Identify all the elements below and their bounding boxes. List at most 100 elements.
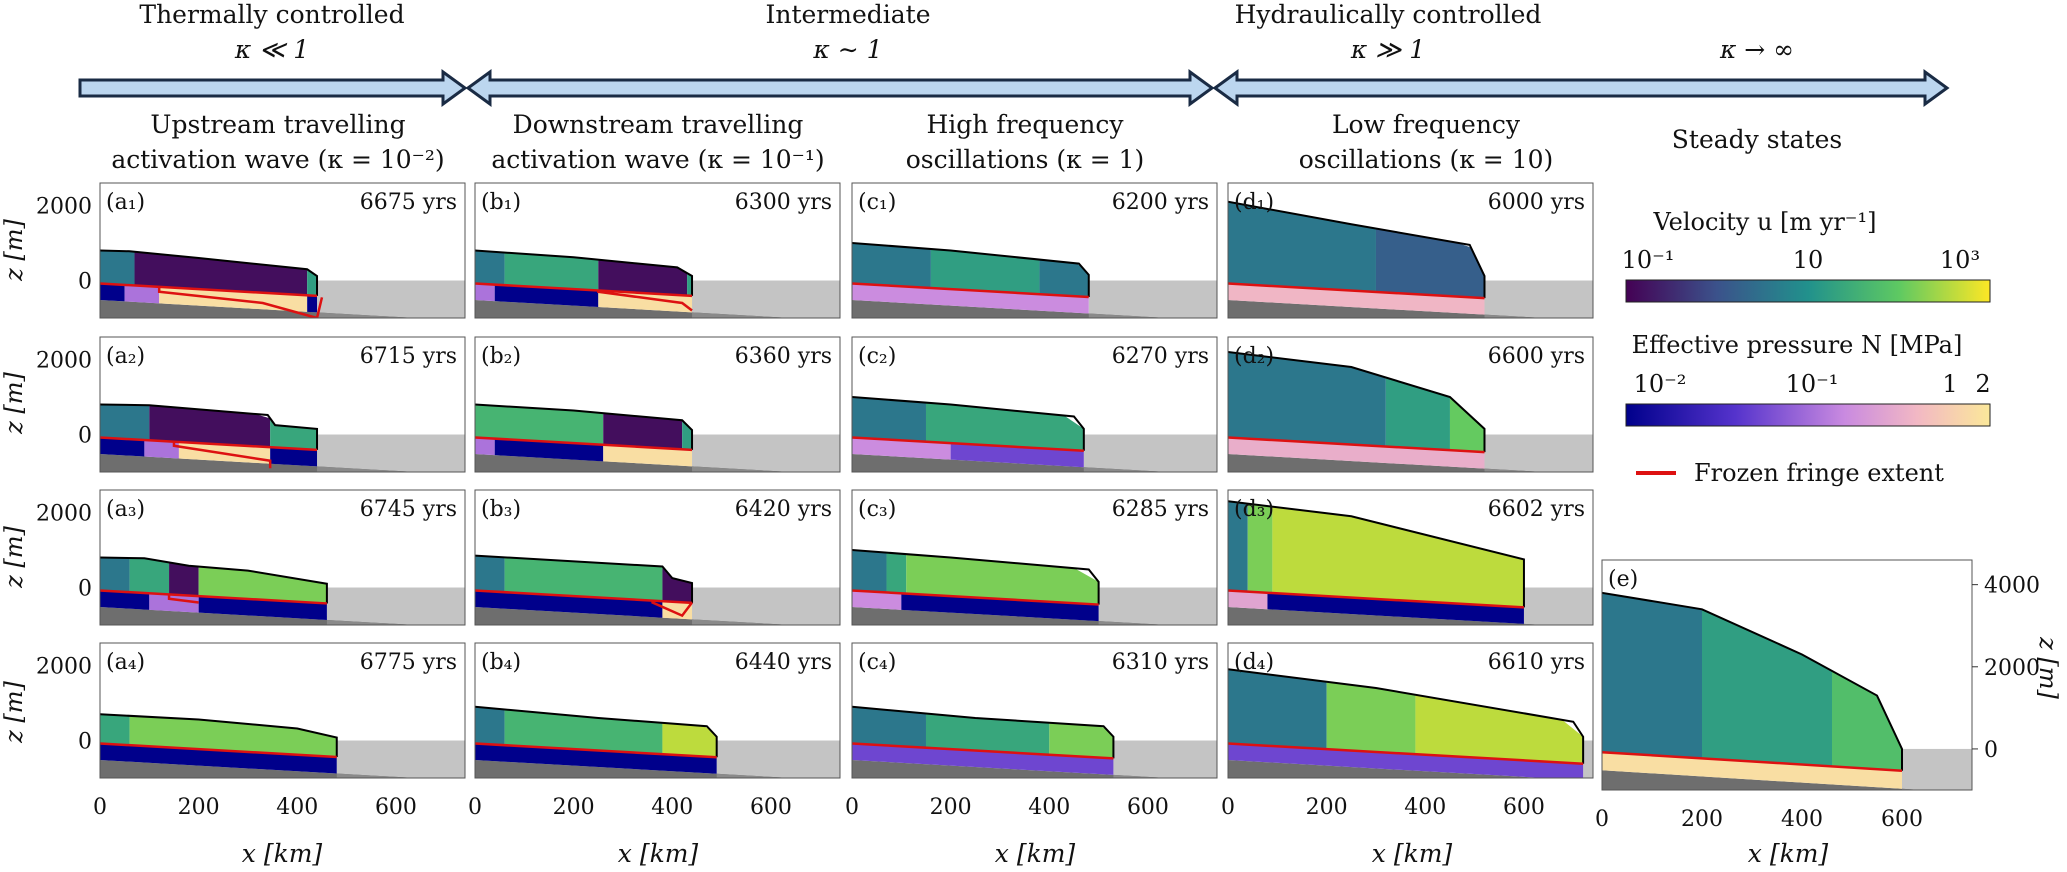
- frozen-fringe-top: [475, 742, 717, 759]
- frozen-fringe-legend: Frozen fringe extent: [1636, 459, 1944, 487]
- bedrock: [1602, 770, 1972, 790]
- ocean: [1098, 587, 1217, 625]
- ytick-label: 2000: [36, 195, 92, 220]
- panel-plot-area: [1228, 351, 1593, 472]
- panel-plot-area: [475, 554, 840, 625]
- bedrock: [475, 760, 840, 778]
- panel-time: 6602 yrs: [1488, 497, 1585, 522]
- velocity-band: [504, 557, 663, 602]
- panel-frame: [1227, 336, 1594, 473]
- velocity-band: [1449, 397, 1485, 453]
- seabed: [1484, 314, 1593, 318]
- velocity-band: [1228, 201, 1376, 292]
- ocean: [692, 587, 840, 625]
- ocean: [1484, 434, 1593, 472]
- panel-frame: [1227, 642, 1594, 779]
- panel-plot-area: [852, 705, 1217, 778]
- pressure-band: [1228, 283, 1485, 315]
- panel-frame: [474, 336, 841, 473]
- panel-plot-area: [100, 556, 465, 625]
- panel-plot-area: [475, 705, 840, 778]
- panel-frame: [99, 642, 466, 779]
- pressure-band: [144, 440, 179, 459]
- xtick-label: 400: [1404, 795, 1446, 820]
- column-header-c-line1: High frequency: [927, 110, 1125, 139]
- velocity-band: [852, 706, 926, 748]
- panel-frame: [99, 489, 466, 626]
- velocity-band: [100, 714, 130, 746]
- frozen-fringe-extent: [597, 290, 693, 312]
- panel-label: (c₃): [858, 497, 896, 522]
- xlabel-a: x [km]: [242, 839, 323, 868]
- ytick-label: 2000: [36, 655, 92, 680]
- pressure-band: [852, 590, 902, 610]
- xtick-label: 400: [651, 795, 693, 820]
- pressure-band: [1228, 743, 1584, 778]
- frozen-fringe-top: [852, 436, 1084, 452]
- ice-surface: [852, 242, 1090, 297]
- ylabel-row1: z [m]: [0, 218, 28, 281]
- panel: (a₃) 6745 yrs 2000 0: [36, 489, 466, 626]
- xtick-label: 200: [178, 795, 220, 820]
- pressure-tick-2: 10⁻¹: [1786, 370, 1839, 398]
- panel: (c₄) 6310 yrs 0 200 400 600: [845, 642, 1218, 820]
- panel: (c₂) 6270 yrs: [851, 336, 1218, 473]
- regime-arrows: [78, 69, 1950, 107]
- arrow-intermediate: [465, 69, 1215, 107]
- velocity-band: [687, 273, 693, 296]
- ytick-label: 0: [78, 270, 92, 295]
- column-header-d-line2: oscillations (κ = 10): [1299, 145, 1554, 174]
- panel-time: 6285 yrs: [1112, 497, 1209, 522]
- panel-label: (b₂): [481, 344, 521, 369]
- pressure-band: [1228, 590, 1268, 610]
- bedrock: [1228, 607, 1593, 625]
- ytick-label: 2000: [1984, 656, 2040, 681]
- column-header-b-line1: Downstream travelling: [513, 110, 804, 139]
- xtick-label: 600: [1127, 795, 1169, 820]
- ice-surface: [475, 249, 694, 296]
- panel: (d₂) 6600 yrs: [1227, 336, 1594, 473]
- ice-surface: [475, 403, 694, 450]
- panel-plot-area: [1602, 591, 1972, 790]
- panel-label: (c₁): [858, 190, 896, 215]
- velocity-band: [1385, 377, 1450, 451]
- ytick-label: 0: [78, 424, 92, 449]
- panel-time: 6000 yrs: [1488, 190, 1585, 215]
- seabed: [326, 619, 465, 625]
- panel-plot-area: [1228, 200, 1593, 318]
- frozen-fringe-top: [100, 742, 337, 759]
- panel-label: (a₂): [106, 344, 145, 369]
- xlabel-d: x [km]: [1372, 839, 1453, 868]
- ocean: [1113, 740, 1217, 778]
- panel-label: (c₂): [858, 344, 896, 369]
- pressure-band: [852, 437, 951, 460]
- panel-label: (b₃): [481, 497, 521, 522]
- panel-plot-area: [100, 713, 465, 778]
- panel-time: 6310 yrs: [1112, 650, 1209, 675]
- bedrock: [100, 760, 465, 778]
- bedrock: [1228, 300, 1593, 318]
- panel-frame: [1227, 489, 1594, 626]
- xtick-label: 400: [1781, 807, 1823, 832]
- panel-label: (d₁): [1234, 190, 1274, 215]
- seabed: [692, 312, 840, 318]
- velocity-colorbar: Velocity u [m yr⁻¹] 10⁻¹ 10 10³: [1622, 208, 1991, 303]
- pressure-band: [100, 590, 150, 610]
- frozen-fringe-extent: [172, 441, 272, 469]
- pressure-band: [475, 283, 495, 302]
- pressure-band: [901, 593, 1099, 622]
- panel-plot-area: [475, 403, 840, 472]
- xtick-label: 0: [1221, 795, 1235, 820]
- ocean: [1083, 434, 1217, 472]
- bedrock: [475, 607, 840, 625]
- bedrock: [852, 454, 1217, 472]
- panel-time: 6775 yrs: [360, 650, 457, 675]
- xlabels: x [km] x [km] x [km] x [km] x [km]: [242, 839, 1829, 868]
- velocity-band: [100, 404, 150, 441]
- pressure-band: [124, 284, 160, 304]
- panel-plot-area: [100, 403, 465, 472]
- seabed: [317, 466, 465, 472]
- frozen-fringe-top: [1228, 742, 1584, 765]
- ice-surface: [852, 396, 1085, 451]
- legend-label: Frozen fringe extent: [1694, 459, 1944, 487]
